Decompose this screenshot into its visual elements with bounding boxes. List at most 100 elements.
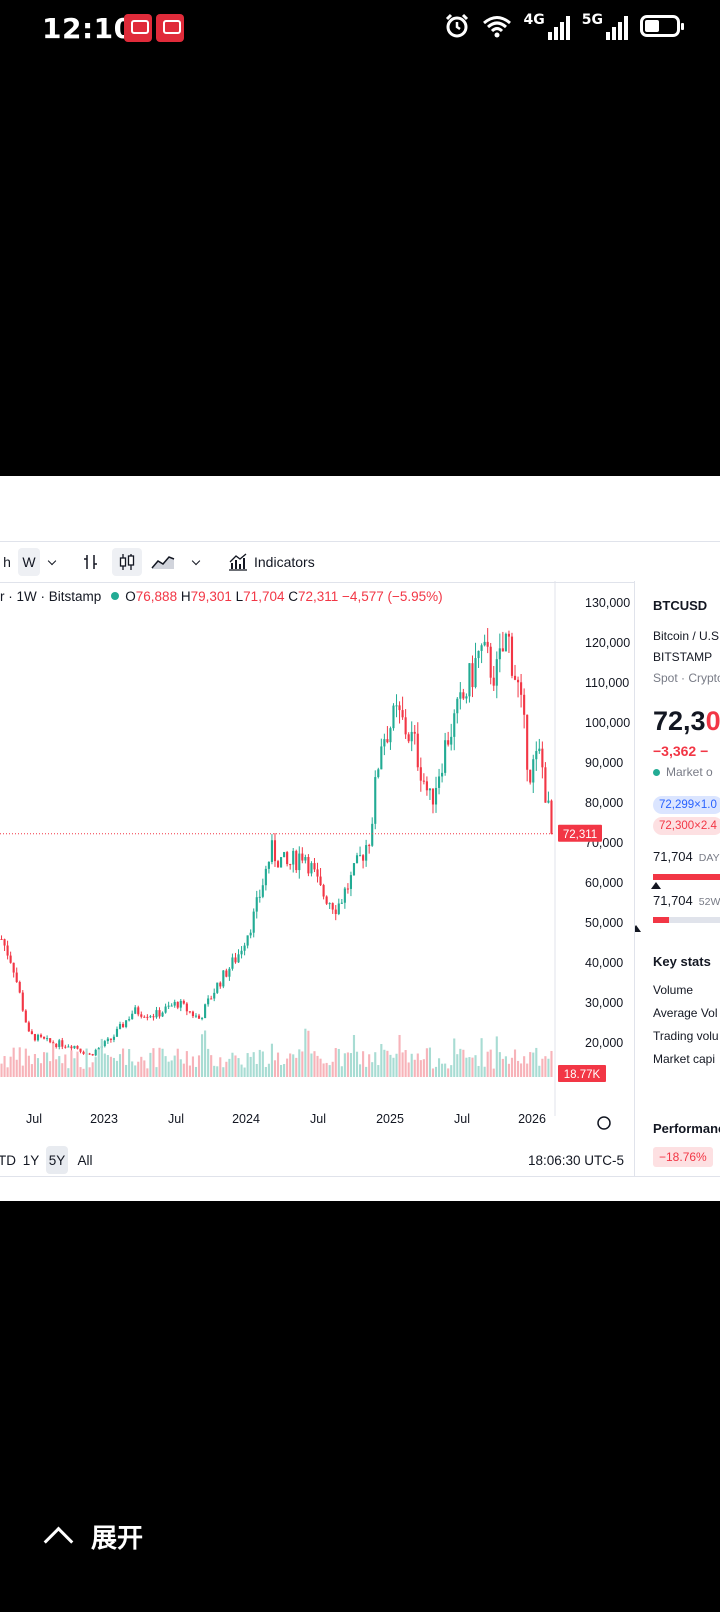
y-tick-label: 100,000 [585, 716, 630, 730]
candle-body [94, 1049, 97, 1056]
candle-body [322, 885, 325, 897]
key-stats-heading[interactable]: Key stats [653, 954, 711, 969]
candle-body [188, 1011, 191, 1013]
interval-button[interactable]: W [18, 548, 40, 576]
stat-average-volume: Average Vol [653, 1006, 718, 1020]
volume-bar [158, 1047, 161, 1077]
status-time: 12:10 [42, 12, 134, 45]
w52-range-low: 71,704 52W [653, 893, 720, 908]
volume-bar [447, 1068, 450, 1077]
candles-style-icon[interactable] [112, 548, 142, 576]
volume-bar [471, 1057, 474, 1077]
range-5y[interactable]: 5Y [46, 1146, 68, 1174]
candle-body [15, 972, 18, 983]
volume-bar [486, 1051, 489, 1077]
candle-body [61, 1040, 64, 1047]
candle-body [39, 1034, 43, 1037]
volume-bar [39, 1063, 43, 1077]
y-tick-label: 20,000 [585, 1036, 623, 1050]
candle-body [395, 705, 398, 707]
candle-body [510, 636, 514, 676]
w52-range-bar [653, 917, 720, 923]
candle-body [42, 1036, 46, 1039]
x-tick-label: Jul [454, 1112, 470, 1126]
candle-body [516, 679, 520, 683]
side-symbol[interactable]: BTCUSD [653, 598, 708, 613]
candle-body [544, 767, 547, 803]
candle-body [33, 1034, 37, 1041]
market-open-dot [111, 592, 120, 600]
candle-body [368, 845, 371, 847]
price-chart[interactable]: 130,000 120,000 110,000 100,000 90,000 80,000… [0, 476, 634, 1176]
candle-body [520, 682, 523, 695]
volume-bar [413, 1059, 416, 1077]
indicators-button[interactable]: Indicators [228, 548, 320, 576]
candle-body [161, 1012, 164, 1017]
bar-style-icon[interactable] [80, 548, 102, 576]
volume-bar [222, 1067, 225, 1077]
candle-body [319, 876, 322, 886]
volume-bar [9, 1056, 12, 1077]
side-type: Spot · Crypto [653, 671, 720, 685]
volume-bar [532, 1052, 535, 1077]
range-all[interactable]: All [77, 1152, 93, 1168]
volume-bar [304, 1028, 307, 1077]
volume-bar [121, 1048, 125, 1077]
y-tick-label: 130,000 [585, 596, 630, 610]
volume-bar [456, 1054, 459, 1077]
candle-body [170, 1005, 173, 1007]
volume-label: 18.77K [564, 1069, 601, 1081]
candle-body [49, 1038, 52, 1043]
symbol-partial[interactable]: h [3, 554, 11, 570]
side-exchange[interactable]: BITSTAMP [653, 650, 713, 664]
candle-body [179, 1000, 182, 1008]
candle-body [194, 1015, 198, 1017]
volume-bar [270, 1043, 274, 1077]
performance-heading[interactable]: Performance [653, 1121, 720, 1136]
range-1y[interactable]: 1Y [22, 1152, 40, 1168]
range-ytd[interactable]: TD [0, 1152, 16, 1168]
volume-bar [225, 1061, 228, 1077]
candle-body [216, 982, 219, 993]
volume-bar [109, 1056, 112, 1077]
area-style-icon[interactable] [150, 548, 176, 576]
candle-body [155, 1010, 158, 1018]
volume-bar [134, 1065, 137, 1077]
volume-bar [173, 1055, 176, 1077]
candle-body [222, 970, 225, 987]
volume-bar [507, 1063, 511, 1077]
candle-body [67, 1046, 70, 1048]
volume-bar [27, 1055, 30, 1077]
candle-body [109, 1038, 112, 1040]
side-change: −3,362 − [653, 743, 709, 759]
expand-button[interactable]: 展开 [43, 1518, 143, 1557]
volume-bar [237, 1058, 240, 1077]
volume-bar [82, 1068, 85, 1077]
candle-body [79, 1048, 82, 1052]
volume-bar [264, 1066, 267, 1077]
signal-5g-icon: 5G [582, 12, 628, 40]
last-price-badge [558, 824, 602, 842]
volume-bar [255, 1063, 258, 1077]
stat-volume: Volume [653, 983, 694, 997]
volume-bar [125, 1064, 128, 1077]
y-tick-label: 50,000 [585, 916, 623, 930]
volume-bar [355, 1051, 359, 1077]
volume-bar [310, 1053, 313, 1077]
volume-bar [149, 1052, 152, 1077]
candle-body [191, 1011, 195, 1017]
volume-bar [228, 1058, 231, 1077]
candle-body [380, 746, 383, 770]
candle-body [207, 998, 210, 1005]
volume-bar [386, 1050, 389, 1077]
chart-clock[interactable]: 18:06:30 UTC-5 [528, 1153, 625, 1168]
volume-bar [36, 1058, 40, 1077]
volume-bar [24, 1048, 27, 1077]
volume-bar [231, 1052, 234, 1077]
candle-body [112, 1036, 116, 1040]
candle-body [535, 751, 538, 760]
volume-bar [358, 1064, 362, 1077]
candle-body [46, 1038, 49, 1040]
volume-bar [371, 1062, 374, 1077]
candle-body [176, 1001, 179, 1008]
